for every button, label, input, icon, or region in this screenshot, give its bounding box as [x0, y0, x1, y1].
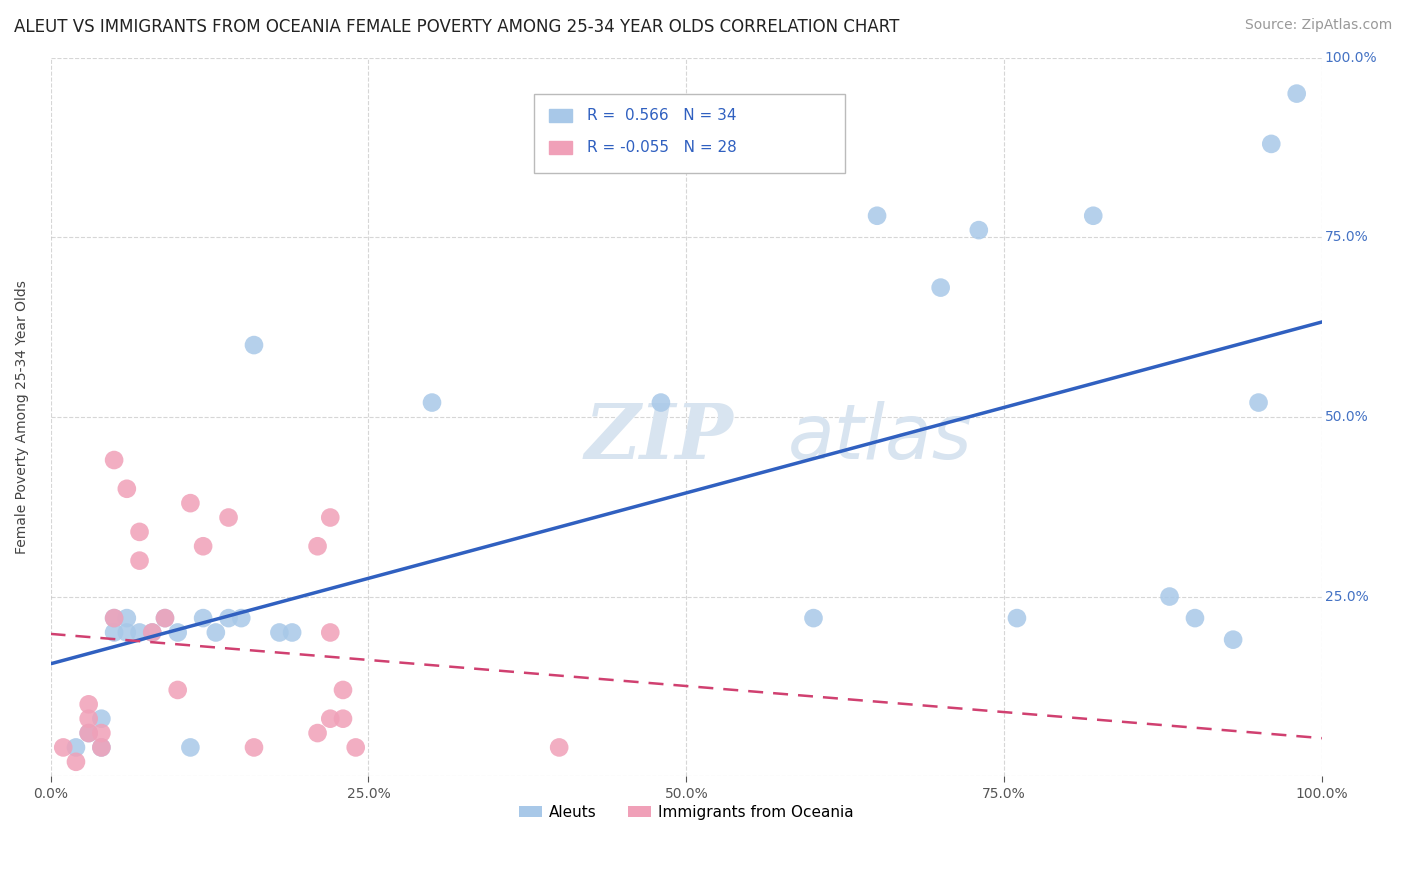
Point [307, 539, 329, 553]
Point [218, 510, 240, 524]
Point [548, 740, 571, 755]
Point [141, 625, 163, 640]
Point [77, 726, 100, 740]
Point [115, 611, 138, 625]
Point [650, 395, 672, 409]
Point [153, 611, 176, 625]
Point [191, 611, 214, 625]
Point [90, 740, 112, 755]
Point [332, 712, 354, 726]
Point [90, 712, 112, 726]
Point [1222, 632, 1244, 647]
Point [1083, 209, 1105, 223]
Point [1285, 87, 1308, 101]
Point [128, 625, 150, 640]
Text: 100.0%: 100.0% [1324, 51, 1378, 65]
Point [929, 280, 952, 294]
Bar [548, 109, 572, 121]
Point [179, 740, 201, 755]
Point [281, 625, 304, 640]
Point [319, 712, 342, 726]
Point [141, 625, 163, 640]
Point [166, 682, 188, 697]
Text: R = -0.055   N = 28: R = -0.055 N = 28 [588, 140, 737, 155]
Point [90, 726, 112, 740]
Bar [548, 141, 572, 154]
Point [77, 698, 100, 712]
Point [191, 539, 214, 553]
Point [218, 611, 240, 625]
Point [103, 611, 125, 625]
Point [77, 712, 100, 726]
Point [344, 740, 367, 755]
Point [803, 611, 825, 625]
Point [243, 740, 266, 755]
Point [1005, 611, 1028, 625]
Text: atlas: atlas [787, 401, 973, 475]
Point [90, 740, 112, 755]
Point [420, 395, 443, 409]
Point [319, 510, 342, 524]
Point [307, 726, 329, 740]
Text: R =  0.566   N = 34: R = 0.566 N = 34 [588, 108, 737, 123]
Y-axis label: Female Poverty Among 25-34 Year Olds: Female Poverty Among 25-34 Year Olds [15, 280, 30, 554]
Point [52, 740, 75, 755]
Point [128, 554, 150, 568]
Point [1247, 395, 1270, 409]
Point [128, 524, 150, 539]
Point [115, 625, 138, 640]
Legend: Aleuts, Immigrants from Oceania: Aleuts, Immigrants from Oceania [513, 799, 860, 826]
Text: 25.0%: 25.0% [1324, 590, 1368, 604]
Point [179, 496, 201, 510]
Point [1159, 590, 1181, 604]
Point [65, 755, 87, 769]
Text: 50.0%: 50.0% [1324, 410, 1368, 424]
Point [153, 611, 176, 625]
Point [103, 625, 125, 640]
Point [319, 625, 342, 640]
Point [866, 209, 889, 223]
Point [1184, 611, 1206, 625]
Text: ZIP: ZIP [585, 401, 734, 475]
Point [269, 625, 291, 640]
Point [103, 611, 125, 625]
Point [65, 740, 87, 755]
Text: 75.0%: 75.0% [1324, 230, 1368, 244]
Point [1260, 136, 1282, 151]
Point [243, 338, 266, 352]
Point [332, 682, 354, 697]
Text: Source: ZipAtlas.com: Source: ZipAtlas.com [1244, 18, 1392, 32]
Point [115, 482, 138, 496]
Point [166, 625, 188, 640]
FancyBboxPatch shape [534, 94, 845, 173]
Point [967, 223, 990, 237]
Point [77, 726, 100, 740]
Point [103, 453, 125, 467]
Point [231, 611, 253, 625]
Point [205, 625, 228, 640]
Text: ALEUT VS IMMIGRANTS FROM OCEANIA FEMALE POVERTY AMONG 25-34 YEAR OLDS CORRELATIO: ALEUT VS IMMIGRANTS FROM OCEANIA FEMALE … [14, 18, 900, 36]
